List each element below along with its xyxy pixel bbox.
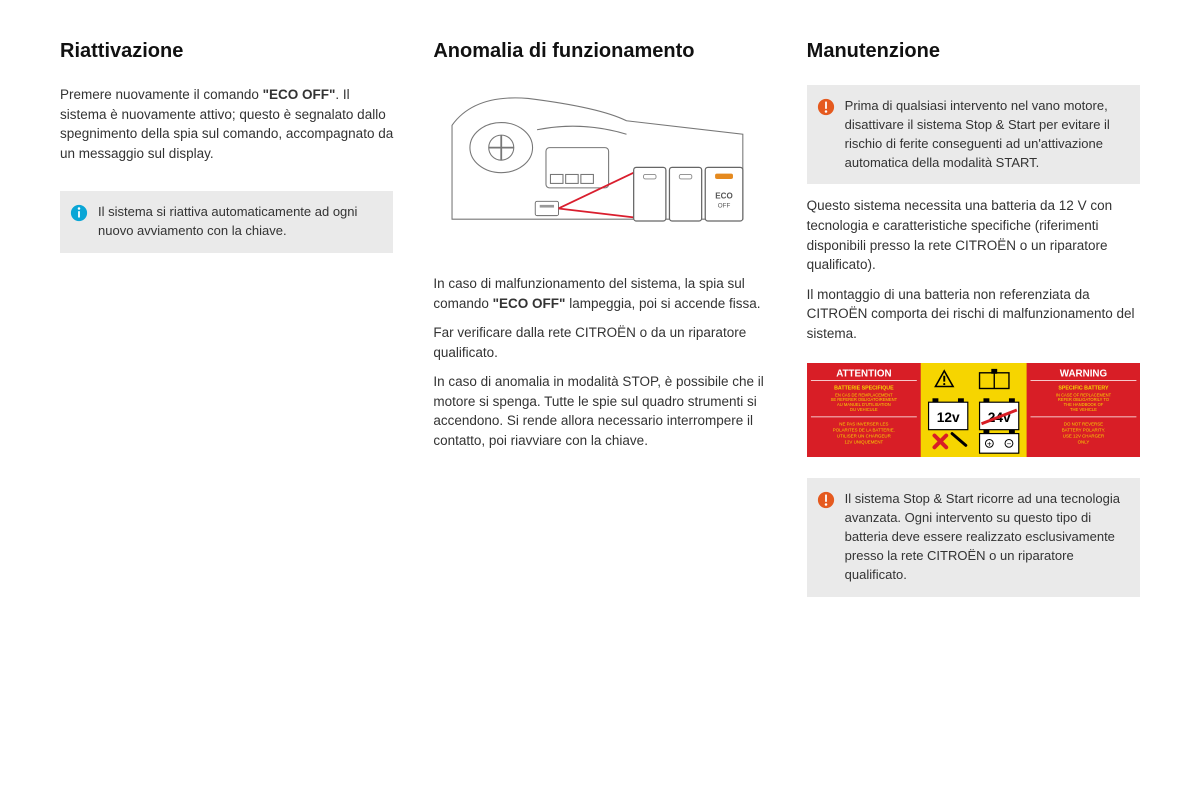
- svg-text:DO NOT REVERSE: DO NOT REVERSE: [1063, 422, 1102, 427]
- svg-text:DU VEHICULE: DU VEHICULE: [850, 407, 878, 412]
- para-anomalia-1: In caso di malfunzionamento del sistema,…: [433, 274, 766, 313]
- col-manutenzione: Manutenzione Prima di qualsiasi interven…: [807, 40, 1140, 597]
- heading-riattivazione: Riattivazione: [60, 40, 393, 63]
- para-riattivazione-1: Premere nuovamente il comando "ECO OFF".…: [60, 85, 393, 163]
- col-anomalia: Anomalia di funzionamento: [433, 40, 766, 597]
- svg-text:UTILISER UN CHARGEUR: UTILISER UN CHARGEUR: [837, 434, 891, 439]
- para-anomalia-2: Far verificare dalla rete CITROËN o da u…: [433, 323, 766, 362]
- svg-text:12v: 12v: [936, 410, 959, 425]
- eco-off-bold: "ECO OFF": [263, 87, 336, 102]
- heading-manutenzione: Manutenzione: [807, 40, 1140, 63]
- dashboard-illustration: ECO OFF: [433, 85, 766, 255]
- svg-text:SPECIFIC BATTERY: SPECIFIC BATTERY: [1058, 386, 1109, 392]
- svg-text:ONLY: ONLY: [1077, 440, 1089, 445]
- svg-text:BATTERIE SPECIFIQUE: BATTERIE SPECIFIQUE: [834, 386, 894, 392]
- warn2-text: Il sistema Stop & Start ricorre ad una t…: [845, 490, 1126, 584]
- svg-text:−: −: [1006, 440, 1011, 449]
- svg-text:OFF: OFF: [718, 203, 731, 210]
- heading-anomalia: Anomalia di funzionamento: [433, 40, 766, 63]
- label-attention: ATTENTION: [836, 369, 891, 380]
- info-box-reactivation: Il sistema si riattiva automaticamente a…: [60, 191, 393, 253]
- text: lampeggia, poi si accende fissa.: [565, 296, 760, 311]
- battery-warning-label: ATTENTION WARNING BATTERIE SPECIFIQUE EN…: [807, 363, 1140, 457]
- svg-text:NE PAS INVERSER LES: NE PAS INVERSER LES: [839, 422, 888, 427]
- svg-text:12V UNIQUEMENT: 12V UNIQUEMENT: [844, 440, 883, 445]
- label-warning: WARNING: [1059, 369, 1107, 380]
- page-columns: Riattivazione Premere nuovamente il coma…: [60, 40, 1140, 597]
- warning-icon: [817, 98, 835, 116]
- svg-text:ECO: ECO: [716, 192, 733, 201]
- warn1-text: Prima di qualsiasi intervento nel vano m…: [845, 97, 1126, 172]
- info-text: Il sistema si riattiva automaticamente a…: [98, 203, 379, 241]
- col-riattivazione: Riattivazione Premere nuovamente il coma…: [60, 40, 393, 597]
- para-maint-1: Questo sistema necessita una batteria da…: [807, 196, 1140, 274]
- svg-text:POLARITES DE LA BATTERIE.: POLARITES DE LA BATTERIE.: [832, 428, 894, 433]
- text: Premere nuovamente il comando: [60, 87, 263, 102]
- svg-text:USE 12V CHARGER: USE 12V CHARGER: [1062, 434, 1103, 439]
- warn-box-2: Il sistema Stop & Start ricorre ad una t…: [807, 478, 1140, 596]
- warning-icon: [817, 491, 835, 509]
- svg-text:BATTERY POLARITY.: BATTERY POLARITY.: [1061, 428, 1105, 433]
- svg-text:THE VEHICLE: THE VEHICLE: [1070, 407, 1097, 412]
- para-maint-2: Il montaggio di una batteria non referen…: [807, 285, 1140, 344]
- para-anomalia-3: In caso di anomalia in modalità STOP, è …: [433, 372, 766, 450]
- svg-text:+: +: [987, 440, 992, 449]
- info-icon: [70, 204, 88, 222]
- warn-box-1: Prima di qualsiasi intervento nel vano m…: [807, 85, 1140, 184]
- eco-off-bold: "ECO OFF": [493, 296, 566, 311]
